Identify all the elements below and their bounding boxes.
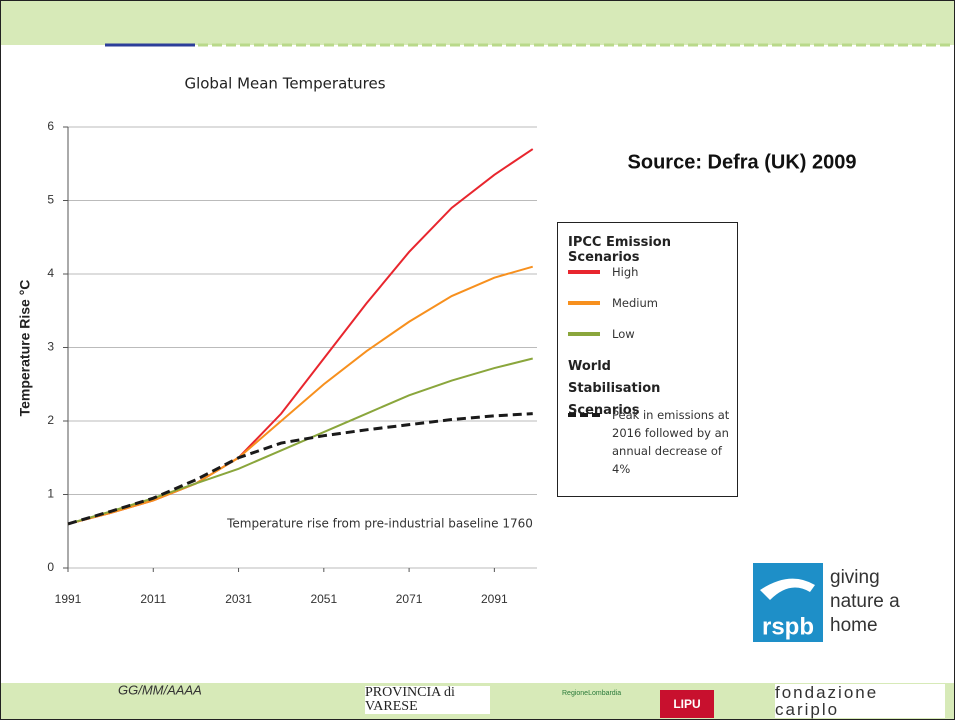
legend-heading: IPCC Emission Scenarios	[568, 235, 671, 265]
header-band	[0, 0, 955, 45]
chart-title: Global Mean Temperatures	[184, 75, 385, 93]
x-tick-label: 2011	[140, 592, 166, 606]
series-line	[67, 412, 533, 526]
series-line	[67, 357, 533, 525]
y-tick-label: 0	[47, 560, 54, 574]
date: GG/MM/AAAA	[118, 682, 202, 697]
rspb-text: rspb	[762, 613, 814, 640]
annotation: Temperature rise from pre-industrial bas…	[226, 517, 533, 531]
series-line	[67, 265, 534, 525]
rspb-bird	[760, 578, 815, 600]
y-tick-label: 2	[47, 413, 54, 427]
y-tick-label: 4	[47, 266, 54, 280]
legend-swatch	[568, 413, 600, 417]
source: Source: Defra (UK) 2009	[628, 151, 857, 173]
x-tick-label: 2071	[396, 592, 423, 606]
y-tick-label: 5	[47, 193, 54, 207]
legend-swatch	[568, 301, 600, 305]
rspb-tagline: giving nature a home	[830, 567, 900, 636]
x-tick-label: 2031	[225, 592, 252, 606]
legend-swatch	[568, 270, 600, 274]
logo-cariplo: fondazione cariplo	[775, 684, 945, 718]
rspb-logo	[753, 563, 823, 642]
legend-label: Peak in emissions at 2016 followed by an…	[612, 408, 730, 476]
series-line	[67, 148, 534, 525]
legend-swatch	[568, 332, 600, 336]
x-tick-label: 2091	[481, 592, 508, 606]
legend-heading: World Stabilisation Scenarios	[568, 359, 661, 418]
legend-label: High	[612, 265, 639, 279]
y-axis-label: Temperature Rise °C	[17, 280, 33, 417]
logo-varese: PROVINCIA di VARESE	[365, 686, 490, 714]
y-tick-label: 3	[47, 340, 54, 354]
legend: IPCC Emission Scenarios High Medium Low Worl…	[557, 222, 738, 497]
y-tick-label: 1	[47, 487, 54, 501]
legend-label: Medium	[612, 296, 658, 310]
legend-label: Low	[612, 327, 635, 341]
x-tick-label: 2051	[310, 592, 337, 606]
logo-lombardia: RegioneLombardia	[562, 690, 622, 697]
y-tick-label: 6	[47, 119, 54, 133]
x-tick-label: 1991	[55, 592, 82, 606]
logo-lipu: LIPU	[660, 690, 714, 718]
